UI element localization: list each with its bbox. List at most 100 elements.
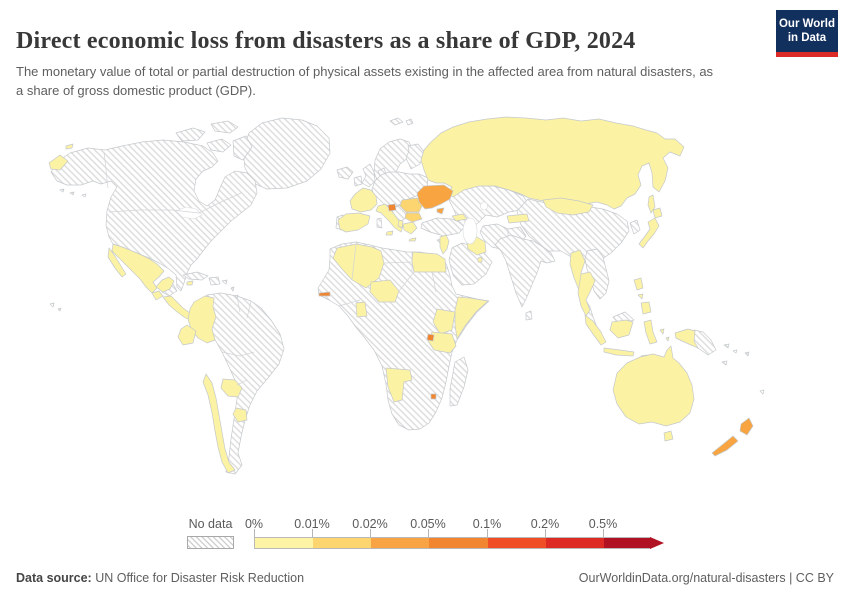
legend-swatch-1[interactable] [313, 538, 372, 548]
country-eswatini[interactable] [430, 393, 437, 400]
page-title: Direct economic loss from disasters as a… [16, 28, 636, 55]
great-lakes [175, 206, 203, 220]
legend-color-bar [254, 537, 651, 549]
country-turkey[interactable] [420, 217, 467, 237]
country-india-pakistan[interactable] [494, 234, 556, 308]
country-somalia[interactable] [454, 296, 489, 340]
country-aleutian-islands[interactable] [59, 188, 87, 198]
legend-tick-label-2: 0.02% [352, 517, 388, 531]
country-indonesia[interactable] [584, 314, 699, 361]
country-russia-chukotka-fragment[interactable] [48, 143, 74, 171]
countries-bin3 [416, 184, 754, 457]
country-kenya[interactable] [432, 308, 456, 335]
countries-bin4 [318, 203, 437, 400]
country-greece[interactable] [402, 221, 418, 242]
owid-logo[interactable]: Our World in Data [776, 10, 838, 57]
page-subtitle: The monetary value of total or partial d… [16, 64, 714, 98]
country-finland[interactable] [405, 143, 425, 170]
country-mexico[interactable] [107, 243, 175, 294]
legend-swatch-6[interactable] [604, 538, 650, 548]
country-korea[interactable] [629, 219, 641, 235]
country-albania[interactable] [397, 219, 404, 229]
country-greenland[interactable] [242, 117, 331, 190]
legend-swatch-5[interactable] [546, 538, 605, 548]
country-thailand[interactable] [577, 271, 596, 317]
owid-logo-red-bar [776, 52, 838, 57]
country-madagascar[interactable] [449, 356, 469, 407]
legend-tick-label-4: 0.1% [472, 517, 502, 531]
legend-tick [370, 529, 371, 537]
inland-water [175, 201, 488, 245]
legend-tick [545, 529, 546, 537]
country-ireland[interactable] [353, 175, 363, 187]
no-data-swatch[interactable] [187, 536, 234, 549]
country-bulgaria[interactable] [404, 212, 423, 223]
country-indochina[interactable] [584, 248, 610, 300]
country-gambia[interactable] [318, 291, 331, 297]
country-papua-new-guinea[interactable] [691, 329, 717, 356]
country-australia[interactable] [612, 345, 695, 442]
country-svalbard[interactable] [389, 117, 414, 126]
legend-swatch-2[interactable] [371, 538, 430, 548]
country-uruguay[interactable] [232, 407, 248, 423]
country-paraguay[interactable] [220, 378, 243, 398]
country-guatemala[interactable] [151, 290, 164, 301]
caspian-sea [462, 217, 478, 245]
country-niger[interactable] [369, 279, 400, 303]
country-solomon-islands[interactable] [723, 343, 738, 354]
country-united-kingdom[interactable] [361, 163, 376, 188]
country-iceland[interactable] [336, 166, 354, 180]
aral-sea [480, 201, 488, 211]
country-pacific-islands[interactable] [721, 351, 765, 395]
country-mongolia[interactable] [542, 197, 594, 216]
country-spain[interactable] [337, 212, 371, 233]
legend-tick-label-3: 0.05% [410, 517, 446, 531]
legend-swatch-4[interactable] [488, 538, 547, 548]
legend-tick-label-0: 0% [244, 517, 264, 531]
country-namibia[interactable] [385, 367, 413, 403]
country-canadian-arctic-islands[interactable] [175, 120, 253, 161]
data-source-label: Data source: [16, 571, 92, 585]
legend-tick-label-5: 0.2% [530, 517, 560, 531]
country-tanzania[interactable] [427, 331, 457, 354]
country-qatar[interactable] [477, 256, 483, 263]
country-kyrgyzstan-tajikistan[interactable] [506, 213, 530, 224]
country-romania[interactable] [399, 197, 424, 213]
legend-swatch-3[interactable] [429, 538, 489, 548]
credit-link[interactable]: OurWorldinData.org/natural-disasters | C… [578, 571, 834, 585]
owid-logo-text: Our World in Data [778, 17, 835, 44]
legend-tick [487, 529, 488, 537]
country-sri-lanka[interactable] [525, 310, 533, 321]
legend-tick [254, 529, 255, 537]
country-rwanda[interactable] [426, 333, 435, 342]
chart-footer: Data source: UN Office for Disaster Risk… [16, 571, 834, 585]
data-source-value: UN Office for Disaster Risk Reduction [95, 571, 305, 585]
country-japan[interactable] [638, 207, 663, 249]
country-philippines[interactable] [633, 277, 652, 315]
country-new-zealand[interactable] [711, 417, 754, 457]
country-hispaniola[interactable] [208, 276, 221, 286]
legend-swatch-0[interactable] [255, 538, 314, 548]
country-hawaii[interactable] [49, 302, 62, 312]
country-egypt[interactable] [411, 251, 447, 273]
internal-borders [103, 151, 437, 386]
legend-tick [603, 529, 604, 537]
country-sardinia[interactable] [376, 217, 383, 229]
country-ghana[interactable] [355, 301, 368, 318]
legend-tick [428, 529, 429, 537]
countries-bin2 [399, 197, 424, 223]
country-france[interactable] [349, 187, 378, 213]
legend-tick [312, 529, 313, 537]
country-north-america-us-canada[interactable] [50, 139, 258, 292]
country-chile[interactable] [202, 373, 236, 474]
no-data-label: No data [188, 517, 233, 531]
country-ukraine[interactable] [416, 184, 454, 215]
country-slovenia[interactable] [387, 203, 397, 212]
country-puerto-rico[interactable] [221, 279, 228, 285]
country-algeria[interactable] [332, 243, 385, 289]
country-jamaica[interactable] [186, 280, 194, 286]
country-cuba[interactable] [182, 271, 209, 281]
country-ecuador[interactable] [177, 324, 197, 346]
country-syria-levant[interactable] [439, 234, 450, 255]
